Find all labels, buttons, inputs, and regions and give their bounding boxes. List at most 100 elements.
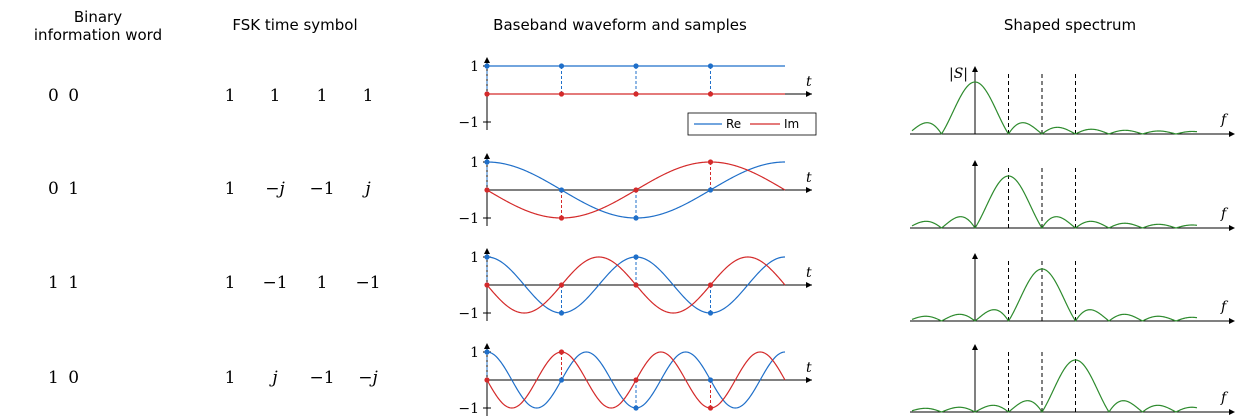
y-axis-arrow (484, 248, 490, 254)
header-binary-word: Binary information word (18, 8, 178, 44)
sample-point-re (633, 215, 639, 221)
spectrum-plot: f (910, 253, 1235, 324)
binary-word: 1 0 (48, 368, 82, 388)
y-tick-label: −1 (458, 211, 479, 227)
spectrum-plot: f |S| (910, 66, 1235, 137)
spectrum-curve (911, 81, 1198, 135)
t-axis-label: t (806, 265, 812, 281)
binary-word: 0 0 (48, 86, 82, 106)
y-tick-label: −1 (458, 306, 479, 322)
sample-point-re (484, 159, 490, 165)
f-axis-label: f (1220, 206, 1229, 222)
header-baseband-waveform: Baseband waveform and samples (493, 16, 747, 34)
t-axis-label: t (806, 74, 812, 90)
header-fsk-symbol: FSK time symbol (232, 16, 358, 34)
y-axis-arrow (972, 253, 978, 259)
y-tick-label: 1 (470, 345, 479, 361)
fsk-symbol: −1 (309, 179, 335, 199)
f-axis-label: f (1220, 299, 1229, 315)
fsk-symbol: −1 (309, 368, 335, 388)
sample-point-im (633, 282, 639, 288)
sample-point-re (707, 310, 714, 316)
f-axis-label: f (1220, 390, 1229, 406)
sample-point-re (558, 310, 565, 316)
sample-point-re (633, 254, 639, 260)
f-axis-arrow (1229, 225, 1235, 231)
x-axis-arrow (806, 187, 812, 193)
sample-point-im (484, 377, 490, 383)
sample-point-im (558, 282, 565, 288)
sample-point-re (707, 187, 714, 193)
sample-point-re (707, 63, 714, 69)
sample-point-im (558, 215, 565, 221)
spectrum-plot: f (910, 344, 1235, 415)
sample-point-im (707, 91, 714, 97)
y-tick-label: −1 (458, 115, 479, 131)
x-axis-arrow (806, 377, 812, 383)
spectrum-curve (911, 359, 1198, 413)
f-axis-arrow (1229, 409, 1235, 415)
sample-point-im (633, 377, 639, 383)
y-tick-label: 1 (470, 250, 479, 266)
y-axis-arrow (484, 343, 490, 349)
fsk-symbol: −1 (355, 273, 381, 293)
x-axis-arrow (806, 91, 812, 97)
f-axis-arrow (1229, 318, 1235, 324)
y-axis-arrow (972, 160, 978, 166)
sample-point-re (484, 254, 490, 260)
f-axis-label: f (1220, 112, 1229, 128)
sample-point-im (484, 282, 490, 288)
fsk-symbol: 1 (316, 273, 328, 293)
spectrum-plot: f (910, 160, 1235, 231)
y-axis-arrow (484, 57, 490, 63)
y-axis-arrow (972, 344, 978, 350)
y-tick-label: −1 (458, 401, 479, 417)
fsk-symbol: 1 (224, 179, 236, 199)
sample-point-im (484, 187, 490, 193)
waveform-plot: 1 −1 t (458, 248, 812, 322)
fsk-symbol: −j (265, 179, 285, 199)
t-axis-label: t (806, 360, 812, 376)
t-axis-label: t (806, 170, 812, 186)
y-tick-label: 1 (470, 59, 479, 75)
waveform-plot: 1 −1 t (458, 57, 812, 131)
sample-point-re (633, 405, 639, 411)
sample-point-re (633, 63, 639, 69)
y-tick-label: 1 (470, 155, 479, 171)
sample-point-im (558, 91, 565, 97)
fsk-symbol: j (365, 179, 371, 199)
fsk-symbol: 1 (224, 86, 236, 106)
binary-word: 0 1 (48, 179, 82, 199)
y-axis-arrow (484, 153, 490, 159)
fsk-symbol: 1 (269, 86, 281, 106)
fsk-symbol: 1 (224, 273, 236, 293)
fsk-symbol: −j (358, 368, 378, 388)
sample-point-im (633, 91, 639, 97)
sample-point-re (558, 377, 565, 383)
sample-point-re (484, 63, 490, 69)
sample-point-im (633, 187, 639, 193)
binary-word: 1 1 (48, 273, 82, 293)
header-binary-word-line2: information word (33, 26, 163, 44)
f-axis-arrow (1229, 131, 1235, 137)
header-binary-word-line1: Binary (73, 8, 123, 26)
spectrum-curve (911, 268, 1198, 322)
sample-point-re (558, 63, 565, 69)
spectrum-curve (911, 175, 1198, 229)
legend-im-label: Im (784, 117, 799, 131)
sample-point-im (707, 405, 714, 411)
waveform-legend: Re Im (687, 112, 817, 136)
fsk-symbol: j (272, 368, 278, 388)
sample-point-im (558, 349, 565, 355)
sample-point-re (484, 349, 490, 355)
fsk-symbol: 1 (362, 86, 374, 106)
fsk-symbol: −1 (262, 273, 288, 293)
waveform-plot: 1 −1 t (458, 153, 812, 227)
header-shaped-spectrum: Shaped spectrum (1003, 16, 1137, 34)
sample-point-im (707, 159, 714, 165)
sample-point-re (558, 187, 565, 193)
fsk-symbol: 1 (316, 86, 328, 106)
y-axis-arrow (972, 66, 978, 72)
sample-point-im (484, 91, 490, 97)
